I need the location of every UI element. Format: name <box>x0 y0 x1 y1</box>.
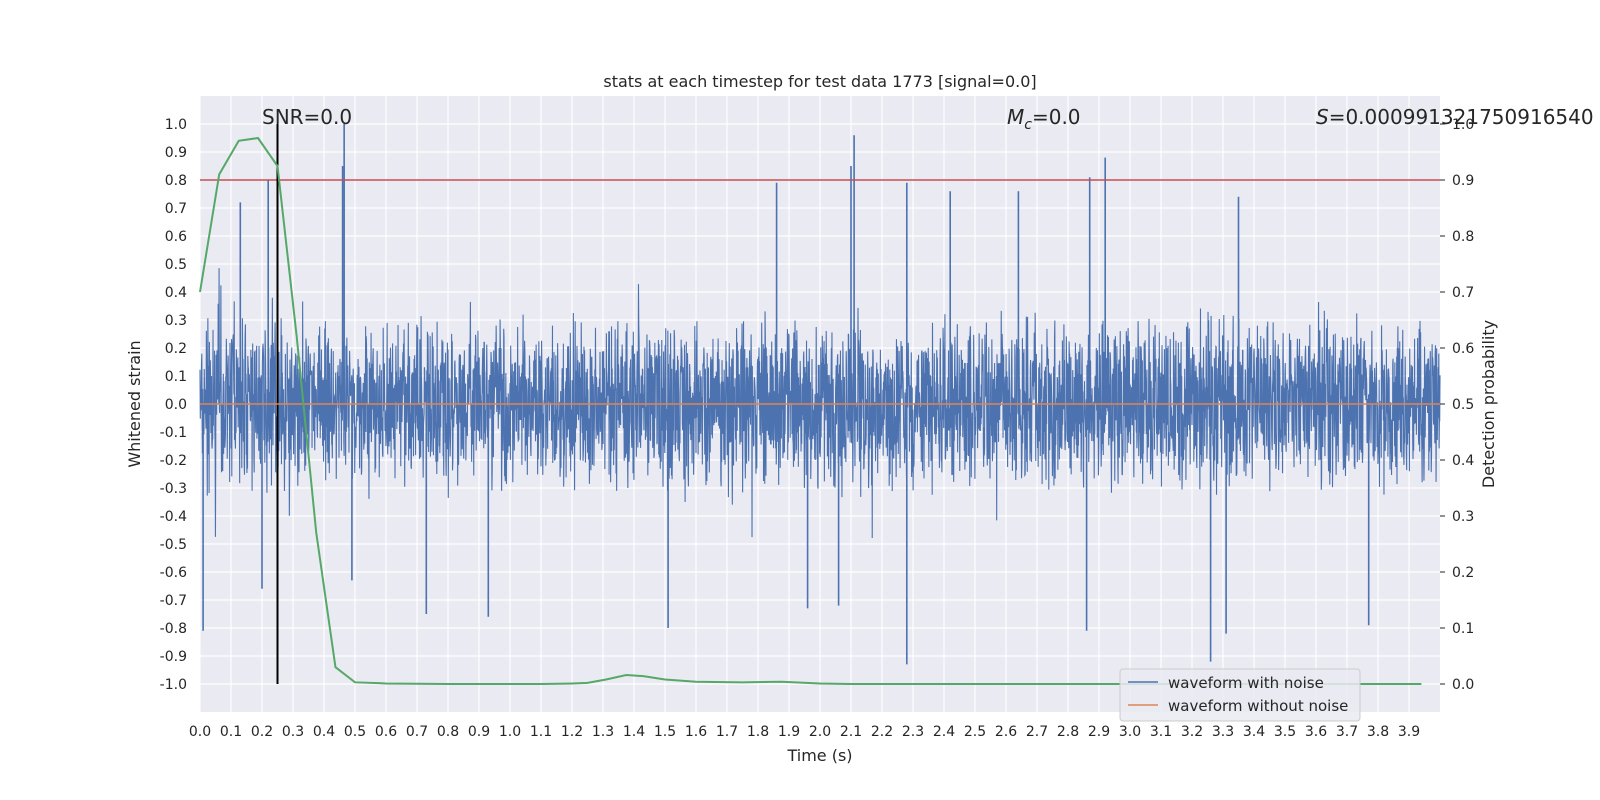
x-tick-label: 1.7 <box>716 724 738 740</box>
x-tick-label: 3.8 <box>1367 724 1389 740</box>
x-tick-label: 0.5 <box>344 724 366 740</box>
x-tick-label: 3.7 <box>1336 724 1358 740</box>
y2-tick-label: 0.6 <box>1452 341 1474 357</box>
probability-trace <box>199 136 1422 685</box>
mc-subscript: c <box>1024 117 1032 133</box>
mc-symbol: M <box>1007 105 1024 129</box>
legend-label-without-noise: waveform without noise <box>1168 697 1348 715</box>
x-tick-label: 0.2 <box>251 724 273 740</box>
y2-tick-label: 0.4 <box>1452 453 1474 469</box>
y2-tick-label: 0.2 <box>1452 565 1474 581</box>
x-tick-label: 3.1 <box>1150 724 1172 740</box>
x-tick-label: 0.7 <box>406 724 428 740</box>
y-tick-label: 0.2 <box>165 341 187 357</box>
y2-tick-labels: 1.0 0.9 0.8 0.7 0.6 0.5 0.4 0.3 0.2 0.1 0.0 <box>1440 117 1474 693</box>
x-tick-label: 2.1 <box>840 724 862 740</box>
x-tick-label: 0.8 <box>437 724 459 740</box>
x-tick-label: 2.9 <box>1088 724 1110 740</box>
y-tick-label: 0.0 <box>165 397 187 413</box>
y-tick-label: -0.9 <box>160 649 187 665</box>
y-tick-label: 0.1 <box>165 369 187 385</box>
x-tick-label: 2.4 <box>933 724 955 740</box>
s-value: =0.000991321750916540 <box>1329 105 1594 129</box>
x-tick-label: 0.9 <box>468 724 490 740</box>
y-tick-label: -0.6 <box>160 565 187 581</box>
y-tick-label: -0.1 <box>160 425 187 441</box>
series-waveform-with-noise <box>199 124 1441 665</box>
y-tick-label: 0.4 <box>165 285 187 301</box>
y-tick-label: -1.0 <box>160 677 187 693</box>
x-tick-label: 1.5 <box>654 724 676 740</box>
x-tick-label: 1.8 <box>747 724 769 740</box>
x-tick-label: 3.0 <box>1119 724 1141 740</box>
x-tick-label: 3.3 <box>1212 724 1234 740</box>
y2-tick-label: 0.3 <box>1452 509 1474 525</box>
x-tick-label: 0.6 <box>375 724 397 740</box>
x-tick-labels: 0.0 0.1 0.2 0.3 0.4 0.5 0.6 0.7 0.8 0.9 1.0 1.1 1.2 1… <box>189 724 1420 740</box>
x-tick-label: 3.9 <box>1398 724 1420 740</box>
y-tick-label: 0.7 <box>165 201 187 217</box>
y-tick-label: -0.4 <box>160 509 187 525</box>
x-tick-label: 3.4 <box>1243 724 1265 740</box>
y-tick-label: -0.2 <box>160 453 187 469</box>
y-tick-label: -0.3 <box>160 481 187 497</box>
y-tick-label: 0.8 <box>165 173 187 189</box>
y-tick-labels: 1.0 0.9 0.8 0.7 0.6 0.5 0.4 0.3 0.2 0.1 0.0 -0.1 -0.… <box>160 117 187 693</box>
snr-annotation: SNR=0.0 <box>262 105 352 129</box>
x-tick-label: 1.3 <box>592 724 614 740</box>
x-tick-label: 2.7 <box>1026 724 1048 740</box>
y2-tick-label: 1.0 <box>1452 117 1474 133</box>
x-tick-label: 2.2 <box>871 724 893 740</box>
y2-tick-label: 0.7 <box>1452 285 1474 301</box>
x-tick-label: 1.4 <box>623 724 645 740</box>
chart-title: stats at each timestep for test data 177… <box>603 72 1036 91</box>
x-tick-label: 0.4 <box>313 724 335 740</box>
y-tick-label: -0.7 <box>160 593 187 609</box>
x-tick-label: 3.5 <box>1274 724 1296 740</box>
legend-label-with-noise: waveform with noise <box>1168 674 1324 692</box>
x-tick-label: 2.6 <box>995 724 1017 740</box>
x-tick-label: 0.0 <box>189 724 211 740</box>
x-axis-label: Time (s) <box>786 746 852 765</box>
y2-tick-label: 0.0 <box>1452 677 1474 693</box>
y-axis-label: Whitened strain <box>125 340 144 467</box>
x-tick-label: 1.6 <box>685 724 707 740</box>
s-symbol: S <box>1316 105 1329 129</box>
y2-tick-label: 0.9 <box>1452 173 1474 189</box>
y-tick-label: -0.8 <box>160 621 187 637</box>
y2-tick-label: 0.8 <box>1452 229 1474 245</box>
x-tick-label: 2.8 <box>1057 724 1079 740</box>
x-tick-label: 0.1 <box>220 724 242 740</box>
y-tick-label: 0.6 <box>165 229 187 245</box>
x-tick-label: 1.2 <box>561 724 583 740</box>
x-tick-label: 2.5 <box>964 724 986 740</box>
x-tick-label: 1.9 <box>778 724 800 740</box>
y-tick-label: 0.5 <box>165 257 187 273</box>
series-detection-probability <box>199 136 1422 685</box>
x-tick-label: 2.0 <box>809 724 831 740</box>
y2-tick-label: 0.5 <box>1452 397 1474 413</box>
y-tick-label: 0.9 <box>165 145 187 161</box>
y2-axis-label: Detection probability <box>1479 320 1498 488</box>
x-tick-label: 2.3 <box>902 724 924 740</box>
s-annotation: S=0.000991321750916540 <box>1316 105 1594 129</box>
mc-annotation: Mc=0.0 <box>1007 105 1081 133</box>
x-tick-label: 1.0 <box>499 724 521 740</box>
x-tick-label: 1.1 <box>530 724 552 740</box>
noise-trace <box>199 268 1441 539</box>
y2-tick-label: 0.1 <box>1452 621 1474 637</box>
legend-box <box>1119 668 1361 722</box>
x-tick-label: 3.6 <box>1305 724 1327 740</box>
legend: waveform with noise waveform without noi… <box>1119 668 1361 722</box>
mc-value: =0.0 <box>1032 105 1081 129</box>
y-tick-label: 1.0 <box>165 117 187 133</box>
y-tick-label: 0.3 <box>165 313 187 329</box>
x-tick-label: 3.2 <box>1181 724 1203 740</box>
x-tick-label: 0.3 <box>282 724 304 740</box>
y-tick-label: -0.5 <box>160 537 187 553</box>
